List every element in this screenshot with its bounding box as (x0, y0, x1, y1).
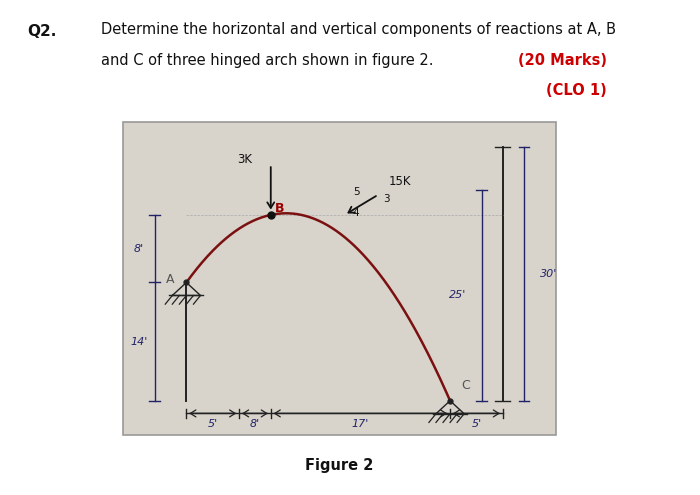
Text: Determine the horizontal and vertical components of reactions at A, B: Determine the horizontal and vertical co… (101, 22, 616, 37)
Text: and C of three hinged arch shown in figure 2.: and C of three hinged arch shown in figu… (101, 53, 433, 68)
Text: 3K: 3K (237, 153, 252, 166)
Text: C: C (461, 379, 470, 392)
Text: 3: 3 (384, 194, 390, 204)
Text: 8': 8' (250, 419, 260, 429)
Text: Figure 2: Figure 2 (305, 458, 374, 473)
Text: (CLO 1): (CLO 1) (546, 83, 607, 98)
Text: 30': 30' (540, 269, 557, 279)
Text: Q2.: Q2. (27, 24, 57, 39)
Text: A: A (167, 273, 175, 287)
Text: 4: 4 (353, 208, 360, 218)
Text: 5': 5' (208, 419, 218, 429)
Text: (20 Marks): (20 Marks) (518, 53, 607, 68)
Text: 5: 5 (353, 187, 360, 197)
Bar (123, 122, 556, 435)
Text: 8': 8' (134, 244, 144, 254)
Text: B: B (274, 201, 284, 215)
Text: 5': 5' (471, 419, 482, 429)
Text: 25': 25' (449, 290, 466, 300)
Text: 15K: 15K (389, 175, 411, 189)
Text: 14': 14' (130, 337, 148, 346)
Text: 17': 17' (352, 419, 369, 429)
